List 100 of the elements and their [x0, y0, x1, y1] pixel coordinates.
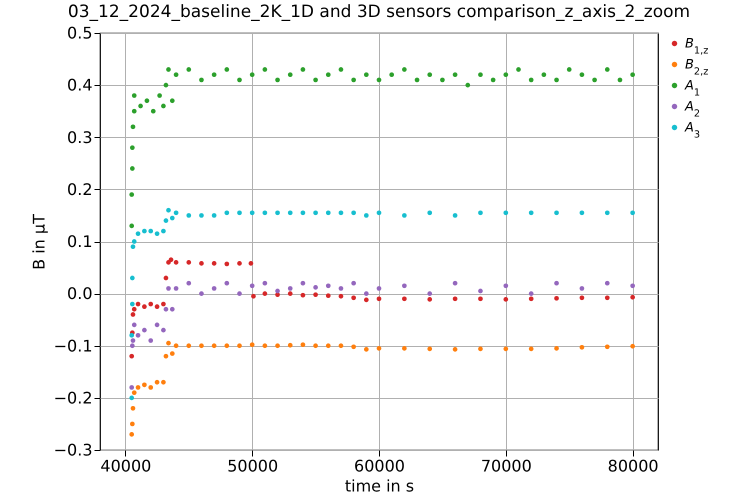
- point: [224, 280, 230, 286]
- point: [136, 332, 140, 338]
- point: [154, 304, 160, 309]
- point: [440, 78, 445, 82]
- point: [136, 385, 140, 390]
- point: [250, 72, 255, 78]
- x-tick-label: 40000: [100, 456, 152, 476]
- point: [554, 296, 559, 301]
- point: [554, 280, 559, 286]
- point: [161, 228, 166, 234]
- point: [212, 72, 216, 78]
- point: [452, 280, 458, 286]
- point: [142, 228, 147, 234]
- point: [212, 213, 216, 218]
- point: [136, 302, 140, 306]
- point: [174, 210, 178, 216]
- legend-label: A$_{1}$: [684, 78, 700, 98]
- point: [313, 210, 318, 216]
- point: [338, 343, 344, 348]
- point: [389, 72, 394, 78]
- point: [150, 108, 156, 114]
- point: [604, 295, 610, 300]
- chart-title: 03_12_2024_baseline_2K_1D and 3D sensors comparison_z_axis_2_zoom: [68, 2, 690, 22]
- point: [288, 342, 293, 348]
- point: [132, 239, 137, 244]
- point: [129, 396, 134, 400]
- point: [313, 285, 318, 290]
- point: [237, 210, 242, 216]
- point: [452, 72, 458, 78]
- point: [237, 261, 242, 266]
- point: [338, 286, 344, 291]
- point: [313, 78, 318, 82]
- point: [142, 382, 147, 388]
- legend-label: A$_{3}$: [684, 120, 700, 140]
- point: [199, 261, 204, 266]
- point: [248, 261, 254, 266]
- point: [326, 210, 331, 216]
- point: [452, 213, 458, 218]
- point: [154, 231, 160, 236]
- point: [132, 93, 137, 98]
- point: [148, 302, 154, 306]
- point: [199, 78, 204, 82]
- point: [516, 67, 521, 72]
- point: [542, 72, 546, 78]
- point: [161, 328, 166, 332]
- point: [478, 346, 483, 352]
- point: [170, 351, 175, 356]
- point: [503, 297, 508, 302]
- point: [364, 291, 369, 296]
- point: [148, 385, 154, 390]
- point: [212, 343, 216, 348]
- point: [528, 210, 534, 216]
- point: [566, 67, 572, 72]
- point: [288, 72, 293, 78]
- point: [288, 286, 293, 291]
- point: [161, 302, 166, 306]
- x-tick-label: 50000: [227, 456, 278, 476]
- point: [170, 98, 175, 104]
- point: [130, 276, 135, 280]
- point: [170, 306, 175, 312]
- point: [174, 72, 178, 78]
- point: [157, 93, 162, 98]
- point: [224, 210, 230, 216]
- point: [376, 286, 382, 291]
- point: [130, 302, 135, 306]
- point: [164, 276, 168, 280]
- point: [554, 210, 559, 216]
- point: [166, 67, 171, 72]
- x-axis-title: time in s: [344, 476, 414, 496]
- point: [130, 422, 135, 426]
- legend-label: B$_{2,z}$: [685, 58, 708, 77]
- point: [262, 280, 268, 286]
- point: [427, 297, 432, 302]
- point: [313, 292, 318, 298]
- point: [554, 346, 559, 351]
- point: [402, 67, 407, 72]
- point: [224, 67, 230, 72]
- point: [288, 210, 293, 216]
- point: [452, 296, 458, 302]
- point: [300, 210, 306, 216]
- point: [154, 380, 160, 385]
- point: [580, 286, 584, 291]
- point: [212, 261, 216, 266]
- point: [275, 78, 280, 82]
- point: [503, 210, 508, 216]
- point: [154, 322, 160, 328]
- x-tick-label: 60000: [354, 456, 405, 476]
- point: [402, 346, 407, 351]
- point: [326, 72, 331, 78]
- point: [313, 343, 318, 348]
- point: [351, 344, 356, 350]
- point: [130, 343, 135, 348]
- point: [503, 72, 508, 78]
- point: [161, 380, 166, 385]
- point: [130, 406, 136, 411]
- point: [326, 283, 331, 288]
- point: [604, 344, 610, 350]
- point: [129, 192, 134, 197]
- point: [164, 218, 168, 223]
- y-tick-label: 0.4: [67, 76, 92, 95]
